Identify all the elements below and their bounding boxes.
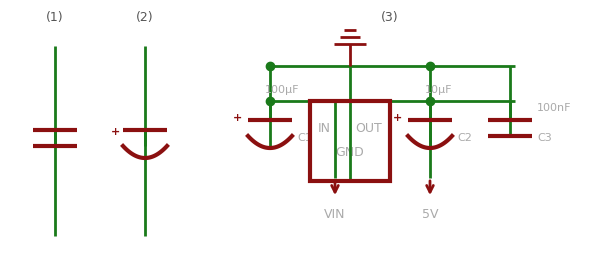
Text: OUT: OUT (355, 123, 382, 136)
Text: GND: GND (335, 147, 364, 160)
Text: 100μF: 100μF (265, 85, 299, 95)
Text: +: + (394, 113, 403, 123)
Text: 5V: 5V (422, 208, 438, 221)
Text: C1: C1 (297, 133, 312, 143)
Text: 10μF: 10μF (425, 85, 452, 95)
Bar (310, 101, 390, 181)
Text: +: + (233, 113, 242, 123)
Text: 100nF: 100nF (537, 103, 571, 113)
Text: IN: IN (318, 123, 331, 136)
Text: C3: C3 (537, 133, 552, 143)
Text: +: + (110, 127, 119, 137)
Text: (2): (2) (136, 12, 154, 25)
Text: VIN: VIN (324, 208, 346, 221)
Text: C2: C2 (457, 133, 472, 143)
Text: (3): (3) (381, 12, 399, 25)
Text: (1): (1) (46, 12, 64, 25)
